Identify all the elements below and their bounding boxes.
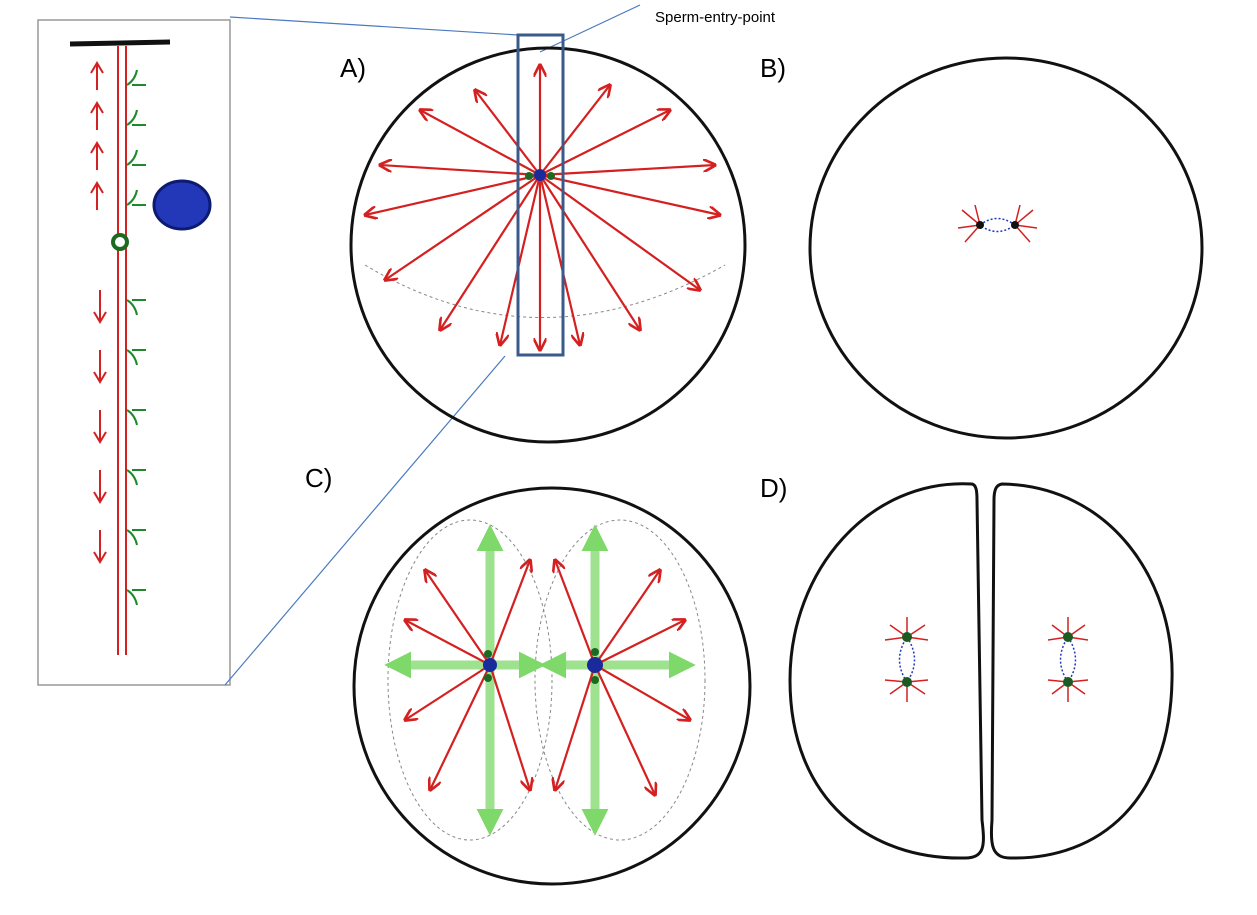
panel-label: A) <box>340 53 366 83</box>
cell-c <box>354 488 750 884</box>
annotation: Sperm-entry-point <box>655 9 776 26</box>
diagram: Sperm-entry-point A) B) C) <box>0 0 1257 915</box>
panel-label: B) <box>760 53 786 83</box>
cell-b <box>810 58 1202 438</box>
zoom-panel <box>38 20 230 685</box>
panel-label: D) <box>760 473 787 503</box>
annotation-arrow <box>540 5 640 52</box>
cell-d <box>790 484 1172 858</box>
panel-label: C) <box>305 463 332 493</box>
cell-a <box>351 48 745 442</box>
zoom-connector <box>230 17 518 35</box>
